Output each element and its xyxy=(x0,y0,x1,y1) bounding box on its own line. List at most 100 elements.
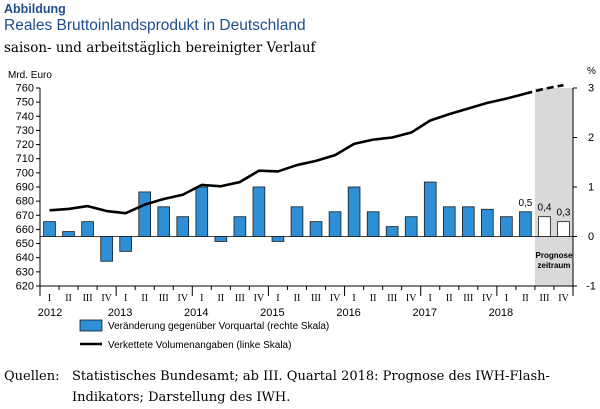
quarter-label: IV xyxy=(558,293,569,304)
right-tick-label: 2 xyxy=(588,132,594,144)
left-axis-unit: Mrd. Euro xyxy=(8,70,52,81)
left-tick-label: 690 xyxy=(16,182,34,194)
chart-title: Reales Bruttoinlandsprodukt in Deutschla… xyxy=(4,17,306,34)
bar xyxy=(157,206,171,237)
legend: Veränderung gegenüber Vorquartal (rechte… xyxy=(79,319,329,351)
quarter-label: IV xyxy=(406,293,417,304)
quarter-label: IV xyxy=(330,293,341,304)
quarter-label: I xyxy=(124,293,127,304)
left-tick-label: 640 xyxy=(16,252,34,264)
left-tick-label: 660 xyxy=(16,224,34,236)
figure-label: Abbildung xyxy=(4,2,66,16)
bar xyxy=(328,211,342,237)
bar xyxy=(519,211,532,237)
quarter-label: II xyxy=(141,293,148,304)
year-label: 2014 xyxy=(184,307,208,319)
chart-text: 620 630 640 650 660 670 680 690 700 710 720 730 740 7… xyxy=(8,66,596,319)
source-label: Quellen: xyxy=(4,369,60,384)
bar xyxy=(385,226,399,237)
bar xyxy=(81,221,94,237)
year-label: 2018 xyxy=(489,307,513,319)
left-tick-label: 740 xyxy=(16,111,34,123)
quarter-label: III xyxy=(387,293,397,304)
quarter-label: I xyxy=(200,293,203,304)
forecast-label: Prognose xyxy=(536,251,573,260)
left-tick-label: 730 xyxy=(16,125,34,137)
left-tick-label: 680 xyxy=(16,196,34,208)
bar xyxy=(100,236,113,262)
bar xyxy=(233,216,247,237)
right-tick-label: 1 xyxy=(588,182,594,194)
bar xyxy=(176,216,190,237)
volume-line xyxy=(49,92,526,215)
year-label: 2015 xyxy=(260,307,284,319)
left-tick-label: 750 xyxy=(16,97,34,109)
quarter-label: I xyxy=(48,293,51,304)
bar xyxy=(557,221,570,237)
bar xyxy=(309,221,323,237)
quarter-label: II xyxy=(446,293,453,304)
quarter-label: IV xyxy=(482,293,493,304)
quarter-label: III xyxy=(311,293,321,304)
year-label: 2012 xyxy=(38,307,62,319)
right-tick-label: 3 xyxy=(588,83,594,95)
bar xyxy=(252,186,266,237)
bar xyxy=(500,216,513,237)
year-label: 2016 xyxy=(336,307,360,319)
bars-series xyxy=(43,181,570,262)
quarter-label: III xyxy=(83,293,93,304)
quarter-label: I xyxy=(352,293,355,304)
forecast-label: zeitraum xyxy=(538,261,571,270)
chart-axes xyxy=(36,87,577,296)
year-label: 2013 xyxy=(108,307,132,319)
bar xyxy=(481,208,494,237)
bar xyxy=(119,236,132,252)
bar xyxy=(404,216,418,237)
source-text: Statistisches Bundesamt; ab III. Quartal… xyxy=(72,369,550,405)
legend-bar-swatch xyxy=(79,319,103,332)
bar xyxy=(442,206,456,237)
bar xyxy=(138,191,151,237)
left-tick-label: 760 xyxy=(16,83,34,95)
bar xyxy=(195,186,209,237)
quarter-label: IV xyxy=(177,293,188,304)
bar xyxy=(423,181,437,237)
volume-line-forecast xyxy=(525,83,564,95)
bar xyxy=(271,236,285,242)
quarter-label: I xyxy=(276,293,279,304)
right-tick-label: 0 xyxy=(588,231,594,243)
quarter-label: III xyxy=(539,293,549,304)
quarter-label: III xyxy=(463,293,473,304)
left-tick-label: 650 xyxy=(16,238,34,250)
quarter-label: II xyxy=(370,293,377,304)
quarter-label: IV xyxy=(254,293,265,304)
left-tick-label: 620 xyxy=(16,281,34,293)
right-tick-label: -1 xyxy=(586,281,596,293)
bar xyxy=(462,206,475,237)
quarter-label: II xyxy=(65,293,72,304)
gdp-chart: 620 630 640 650 660 670 680 690 700 710 720 730 740 7… xyxy=(8,66,596,351)
bar xyxy=(62,231,75,237)
left-tick-label: 670 xyxy=(16,210,34,222)
left-tick-label: 630 xyxy=(16,266,34,278)
left-tick-label: 720 xyxy=(16,139,34,151)
bar xyxy=(290,206,304,237)
bar xyxy=(366,211,380,237)
bar-data-label: 0,5 xyxy=(518,198,532,209)
bar xyxy=(538,216,551,237)
line-series xyxy=(49,83,564,215)
legend-line-label: Verkettete Volumenangaben (linke Skala) xyxy=(108,340,291,351)
chart-subtitle: saison- und arbeitstäglich bereinigter V… xyxy=(4,40,316,56)
quarter-label: II xyxy=(218,293,225,304)
bar xyxy=(214,236,228,242)
quarter-label: II xyxy=(522,293,529,304)
bar-data-label: 0,4 xyxy=(537,203,551,214)
quarter-label: III xyxy=(159,293,169,304)
bar xyxy=(43,221,56,237)
left-tick-label: 710 xyxy=(16,153,34,165)
bar xyxy=(347,186,361,237)
right-axis-unit: % xyxy=(587,66,596,77)
left-tick-label: 700 xyxy=(16,167,34,179)
bar-data-label: 0,3 xyxy=(557,208,571,219)
